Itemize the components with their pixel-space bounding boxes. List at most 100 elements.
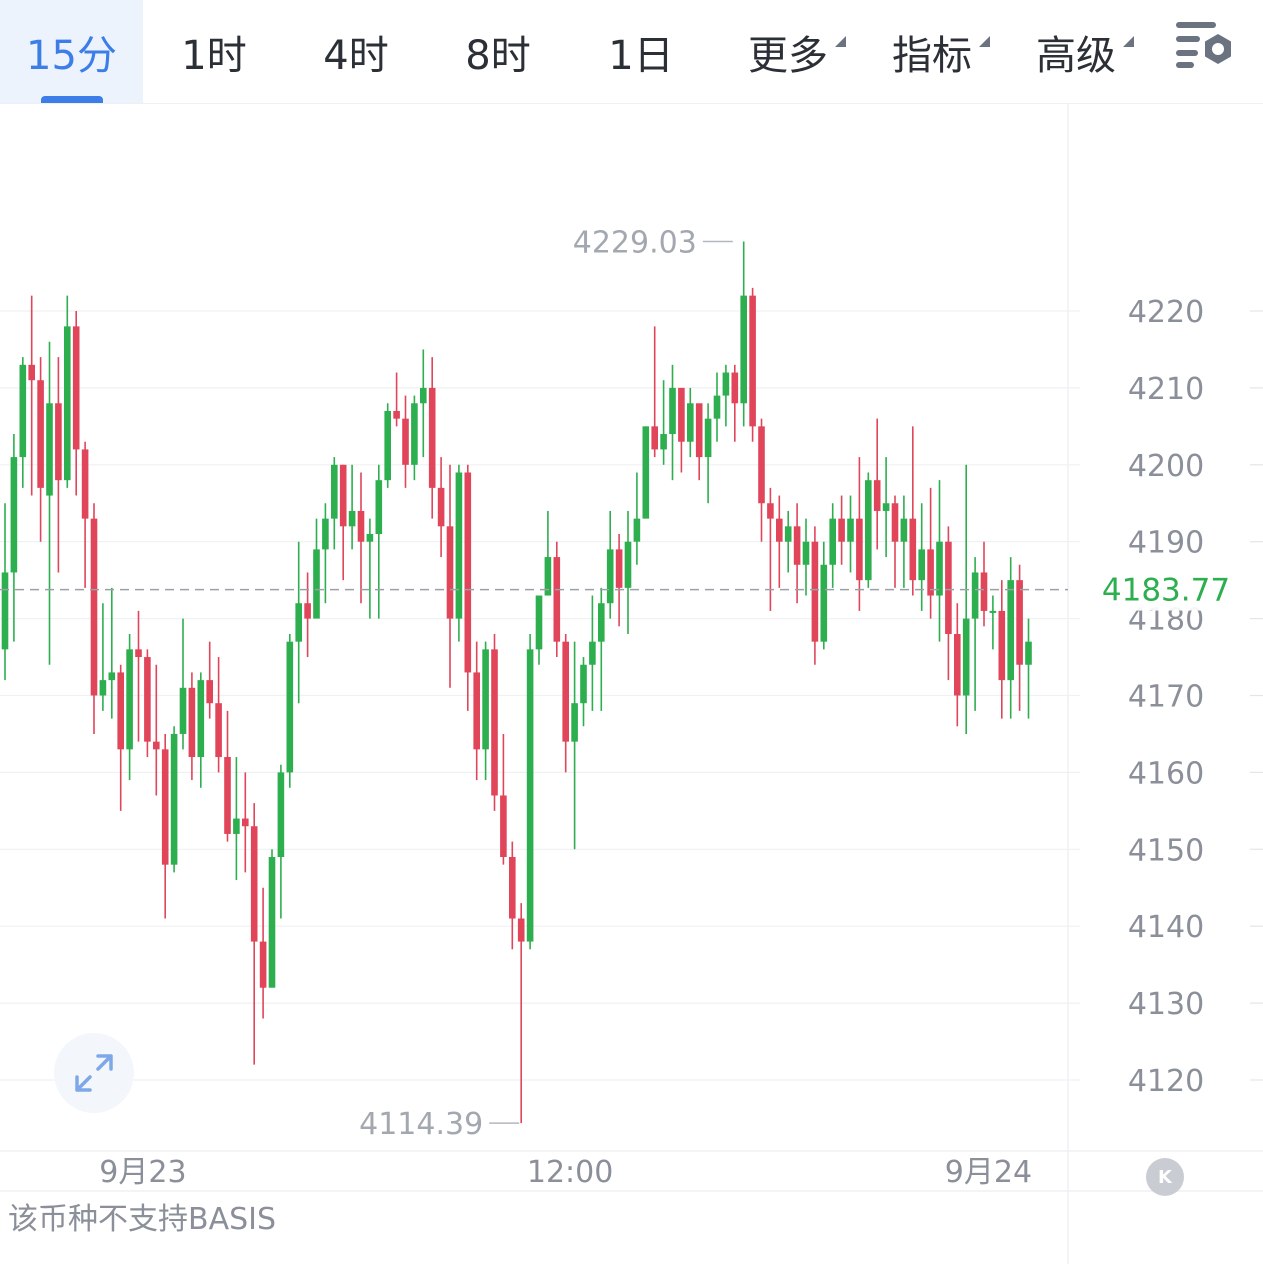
candle-body [90,518,98,696]
candle-body [500,795,507,857]
chart-settings-icon [1176,22,1231,68]
candle-body [304,603,311,619]
candle-body [1007,580,1014,681]
candle-body [420,387,427,404]
candle-body [473,672,480,750]
candle-body [81,449,89,519]
candle-body [482,649,489,750]
candle-body [571,703,578,742]
tab-indicators[interactable]: 指标 [863,0,1001,103]
candle-body [856,518,863,581]
candle-body [606,549,614,604]
candle-body [446,526,454,619]
candle-body [740,295,747,404]
candle-body [633,518,641,542]
candle-body [704,418,712,458]
candle-body [491,649,498,796]
candle-body [455,472,463,619]
y-tick-label: 4170 [1128,680,1204,715]
expand-chart-button[interactable] [54,1033,134,1113]
candle-body [1016,580,1023,665]
dropdown-caret-icon [835,35,846,47]
candle-body [72,326,80,450]
candle-body [651,426,658,450]
tab-label: 4时 [323,32,389,79]
candle-body [1025,641,1032,665]
candle-body [589,641,596,665]
tab-label: 更多 [748,32,828,79]
candle-body [758,426,765,504]
tab-advanced[interactable]: 高级 [1001,0,1151,103]
candle-body [793,526,801,565]
candle-body [615,549,623,588]
candle-body [215,703,222,758]
basis-unsupported-note: 该币种不支持BASIS [8,1202,277,1237]
tab-1h[interactable]: 1时 [143,0,285,103]
candle-body [197,680,205,758]
candle-body [980,572,988,611]
candle-body [829,518,836,565]
y-tick-label: 4220 [1128,295,1204,330]
candle-body [962,618,970,696]
candle-body [882,503,890,511]
low-marker-label: 4114.39 [359,1107,483,1142]
back-to-latest-button[interactable]: K [1146,1158,1184,1196]
tab-label: 8时 [465,32,531,79]
candle-body [535,595,543,650]
tab-label: 15分 [26,32,117,79]
candle-body [99,680,107,696]
tab-label: 1日 [608,32,674,79]
candle-body [357,510,365,542]
candle-body [153,741,160,750]
candle-body [242,818,249,827]
y-tick-label: 4140 [1128,910,1204,945]
candle-body [954,633,961,696]
candle-body [927,549,934,596]
candle-body [322,518,329,550]
candle-body [722,372,730,396]
candlestick-chart[interactable]: 4220421042004190418041704160415041404130… [0,104,1263,1264]
candle-body [55,403,62,481]
candle-body [233,818,240,834]
x-tick-label: 9月24 [945,1155,1032,1190]
candle-body [517,918,525,942]
y-tick-label: 4190 [1128,526,1204,561]
dropdown-caret-icon [1123,35,1134,47]
candle-body [37,380,44,488]
chart-settings-button[interactable] [1170,16,1236,78]
candle-body [375,480,383,535]
candle-body [393,410,400,419]
tab-label: 1时 [181,32,247,79]
candle-body [526,649,534,942]
candle-body [624,541,632,588]
candle-body [437,487,445,527]
candle-body [428,387,436,488]
candle-body [900,518,908,542]
candle-body [206,680,213,704]
candle-body [348,510,356,527]
tab-15m[interactable]: 15分 [0,0,143,103]
candle-body [802,541,810,565]
candle-body [339,464,347,527]
candle-body [108,672,116,681]
candle-body [998,610,1006,681]
candle-body [687,403,694,442]
candle-body [179,687,187,734]
tab-1d[interactable]: 1日 [569,0,713,103]
candle-body [784,526,792,542]
tab-4h[interactable]: 4时 [285,0,427,103]
tab-8h[interactable]: 8时 [427,0,569,103]
candle-body [544,557,552,596]
candle-body [402,418,409,465]
candle-body [10,457,18,573]
tab-label-wrap: 高级 [1036,23,1134,81]
candle-body [811,541,819,642]
candle-body [562,641,569,742]
candle-body [678,387,685,442]
candle-body [19,364,27,458]
y-tick-label: 4130 [1128,987,1204,1022]
tab-more[interactable]: 更多 [713,0,863,103]
high-marker-label: 4229.03 [573,226,697,261]
candle-body [170,733,178,865]
candle-body [117,672,124,750]
